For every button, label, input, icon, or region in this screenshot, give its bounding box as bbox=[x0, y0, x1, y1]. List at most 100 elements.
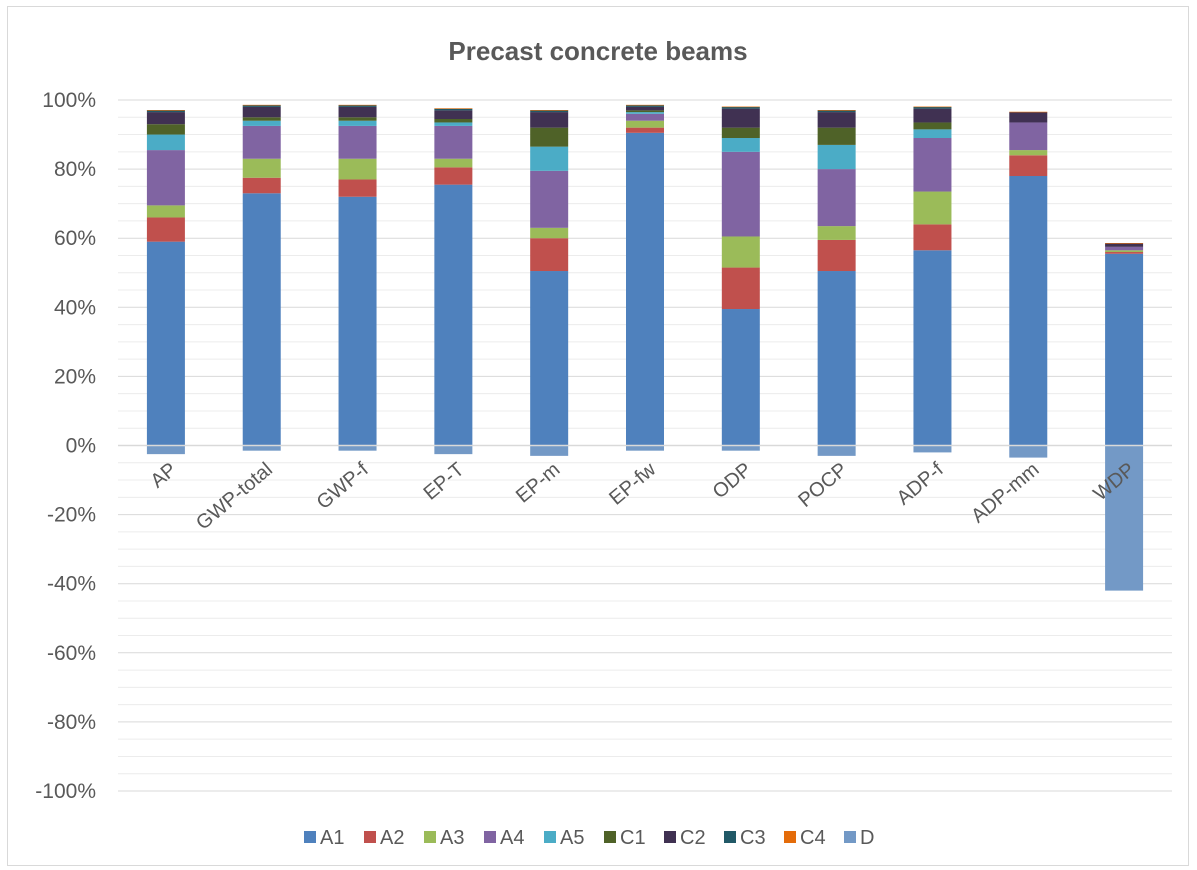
bar-segment-d bbox=[242, 445, 281, 451]
bar-segment-c2 bbox=[721, 108, 760, 128]
x-tick-label: EP-fw bbox=[605, 458, 660, 509]
bar-segment-a4 bbox=[817, 169, 856, 227]
bar-segment-d bbox=[1009, 445, 1048, 458]
bar-segment-a1 bbox=[242, 193, 281, 446]
bar-segment-d bbox=[146, 445, 185, 455]
y-tick-label: -20% bbox=[47, 504, 96, 527]
bar-segment-d bbox=[530, 445, 569, 456]
x-tick-label: ADP-mm bbox=[967, 458, 1043, 527]
bar-segment-c2 bbox=[913, 108, 952, 123]
bar-segment-d bbox=[721, 445, 760, 451]
bar-segment-c3 bbox=[626, 105, 664, 107]
legend-swatch bbox=[304, 831, 316, 843]
bar-segment-a5 bbox=[338, 120, 377, 126]
bar-segment-a3 bbox=[1105, 250, 1144, 253]
bar-segment-a3 bbox=[626, 120, 664, 128]
legend-label: C3 bbox=[740, 827, 766, 849]
bar-segment-a5 bbox=[530, 146, 569, 171]
bar-segment-d bbox=[338, 445, 377, 451]
y-tick-label: -40% bbox=[47, 573, 96, 596]
bar-segment-c2 bbox=[242, 106, 281, 118]
legend-label: C2 bbox=[680, 827, 706, 849]
x-tick-label: POCP bbox=[794, 458, 852, 511]
bar-segment-a2 bbox=[721, 267, 760, 310]
y-tick-label: 0% bbox=[66, 435, 96, 458]
bar-segment-d bbox=[1105, 445, 1144, 591]
bar-segment-c3 bbox=[530, 110, 569, 113]
bar-segment-a1 bbox=[146, 241, 185, 446]
bar-segment-c1 bbox=[146, 124, 185, 135]
bar-segment-a3 bbox=[338, 158, 377, 180]
bar-segment-a5 bbox=[626, 112, 664, 114]
bar-segment-a5 bbox=[146, 134, 185, 151]
bar-segment-c2 bbox=[1105, 243, 1144, 247]
bar-segment-a2 bbox=[338, 179, 377, 197]
bar-segment-c4 bbox=[146, 110, 185, 111]
bar-segment-a4 bbox=[338, 125, 377, 159]
bar-segment-c1 bbox=[530, 127, 569, 147]
bar-segment-a3 bbox=[817, 226, 856, 240]
legend-swatch bbox=[424, 831, 436, 843]
bar-segment-a3 bbox=[721, 236, 760, 268]
bar-segment-a3 bbox=[1009, 150, 1048, 156]
legend-swatch bbox=[664, 831, 676, 843]
bar-segment-a2 bbox=[242, 177, 281, 194]
bar-segment-a1 bbox=[626, 132, 664, 446]
legend-swatch bbox=[844, 831, 856, 843]
bar-segment-a3 bbox=[242, 158, 281, 178]
bar-segment-a4 bbox=[1009, 122, 1048, 151]
bar-segment-c2 bbox=[626, 106, 664, 111]
x-tick-label: GWP-f bbox=[313, 458, 373, 514]
bar-segment-a1 bbox=[721, 309, 760, 446]
y-tick-label: 40% bbox=[54, 296, 96, 319]
legend-label: D bbox=[860, 827, 874, 849]
bar-segment-a2 bbox=[434, 167, 473, 185]
bar-segment-c2 bbox=[434, 110, 473, 120]
bar-segment-c3 bbox=[338, 105, 377, 107]
bar-segment-a4 bbox=[626, 113, 664, 121]
bar-segment-a2 bbox=[626, 127, 664, 133]
bar-segment-a1 bbox=[817, 271, 856, 446]
bar-segment-a2 bbox=[530, 238, 569, 272]
bar-segment-c3 bbox=[913, 106, 952, 109]
bar-segment-a1 bbox=[913, 250, 952, 446]
bar-segment-c2 bbox=[338, 106, 377, 118]
bar-segment-c4 bbox=[242, 104, 281, 106]
bar-segment-c3 bbox=[434, 108, 473, 111]
y-tick-label: 100% bbox=[42, 89, 96, 112]
bar-segment-c2 bbox=[817, 112, 856, 128]
bar-segment-a3 bbox=[530, 227, 569, 239]
x-tick-label: ADP-f bbox=[893, 458, 948, 509]
chart-frame bbox=[7, 6, 1189, 866]
legend-swatch bbox=[484, 831, 496, 843]
bar-segment-a2 bbox=[146, 217, 185, 242]
bar-segment-a5 bbox=[721, 138, 760, 152]
bar-segment-a1 bbox=[1105, 253, 1144, 446]
legend-label: A4 bbox=[500, 827, 524, 849]
bar-segment-c4 bbox=[721, 106, 760, 108]
x-tick-label: EP-m bbox=[512, 458, 564, 507]
legend-swatch bbox=[784, 831, 796, 843]
x-tick-label: AP bbox=[147, 458, 182, 492]
bar-segment-a5 bbox=[434, 122, 473, 126]
bar-segment-c1 bbox=[721, 127, 760, 139]
bar-segment-a3 bbox=[146, 205, 185, 218]
bar-segment-c4 bbox=[434, 108, 473, 109]
bar-segment-d bbox=[626, 445, 664, 451]
bar-segment-c3 bbox=[817, 110, 856, 113]
y-tick-label: -100% bbox=[35, 780, 96, 803]
bar-segment-a5 bbox=[913, 129, 952, 139]
bar-segment-c2 bbox=[1009, 112, 1048, 123]
bar-segment-c1 bbox=[626, 110, 664, 113]
legend-label: A5 bbox=[560, 827, 584, 849]
bar-segment-c3 bbox=[242, 105, 281, 107]
bar-segment-a3 bbox=[913, 191, 952, 225]
chart-title: Precast concrete beams bbox=[448, 36, 747, 66]
bar-segment-c4 bbox=[530, 110, 569, 111]
bar-segment-a2 bbox=[913, 224, 952, 251]
bar-segment-a4 bbox=[146, 150, 185, 206]
bar-segment-a1 bbox=[434, 184, 473, 446]
bar-segment-c3 bbox=[146, 110, 185, 113]
bar-segment-c1 bbox=[434, 119, 473, 123]
